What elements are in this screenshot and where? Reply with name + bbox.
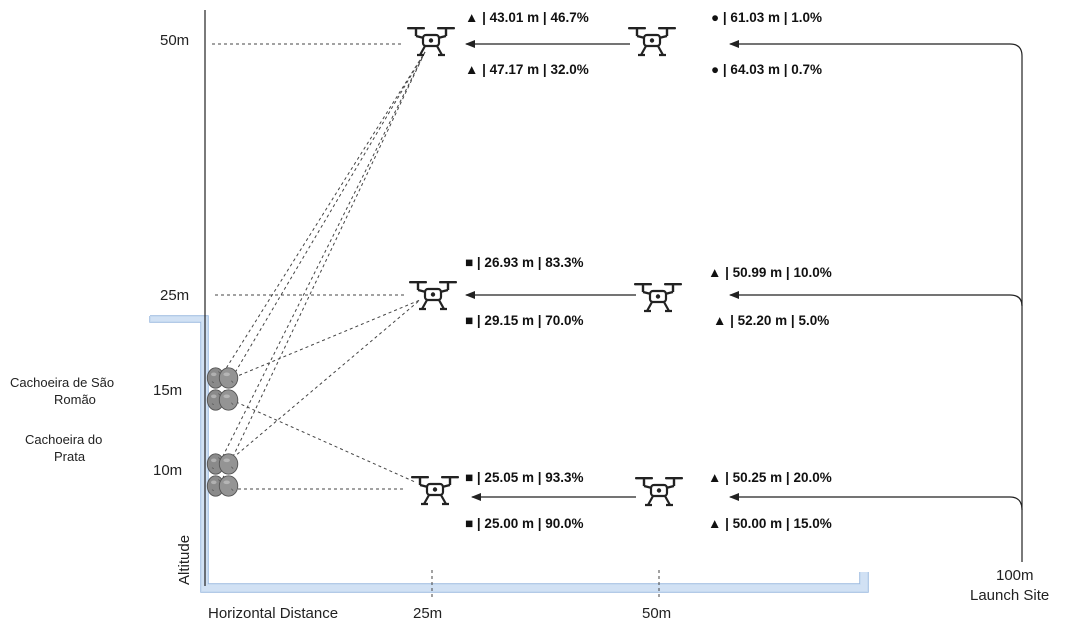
x-axis-label: Horizontal Distance <box>208 605 338 622</box>
sight-lines <box>219 51 426 485</box>
measure-25m-far-bottom: ▲ | 52.20 m | 5.0% <box>713 313 829 328</box>
altitude-tick-25m: 25m <box>160 287 189 304</box>
waterfall-prata-line1: Cachoeira do <box>25 432 102 447</box>
drone-icon <box>627 25 677 57</box>
drone-icon <box>408 279 458 311</box>
waterfall-prata-line2: Prata <box>54 449 86 464</box>
measure-50m-far-top: ● | 61.03 m | 1.0% <box>711 10 822 25</box>
ground-frame <box>149 315 869 593</box>
distance-tick-25m: 25m <box>413 605 442 622</box>
drone-icon <box>634 475 684 507</box>
rock-icon <box>206 453 239 475</box>
measure-25m-near-bottom: ■ | 29.15 m | 70.0% <box>465 313 584 328</box>
altitude-tick-50m: 50m <box>160 32 189 49</box>
waterfall-sao-romao-line2: Romão <box>54 392 96 407</box>
distance-guides <box>431 570 660 600</box>
launch-site-label: Launch Site <box>970 587 1049 604</box>
distance-tick-50m: 50m <box>642 605 671 622</box>
measure-50m-far-bottom: ● | 64.03 m | 0.7% <box>711 62 822 77</box>
drone-icon <box>410 474 460 506</box>
measure-10m-near-bottom: ■ | 25.00 m | 90.0% <box>465 516 584 531</box>
altitude-tick-10m: 10m <box>153 462 182 479</box>
altitude-guides <box>212 43 404 490</box>
drone-icon <box>633 281 683 313</box>
flight-paths <box>465 40 1023 562</box>
measure-50m-near-top: ▲ | 43.01 m | 46.7% <box>465 10 589 25</box>
rock-icon <box>206 389 239 411</box>
measure-10m-far-bottom: ▲ | 50.00 m | 15.0% <box>708 516 832 531</box>
distance-tick-100m: 100m <box>996 567 1034 584</box>
measure-50m-near-bottom: ▲ | 47.17 m | 32.0% <box>465 62 589 77</box>
rock-icon <box>206 475 239 497</box>
waterfall-sao-romao-line1: Cachoeira de São <box>10 375 114 390</box>
measure-25m-far-top: ▲ | 50.99 m | 10.0% <box>708 265 832 280</box>
measure-10m-near-top: ■ | 25.05 m | 93.3% <box>465 470 584 485</box>
y-axis-label: Altitude <box>176 535 193 585</box>
drone-icon <box>406 25 456 57</box>
measure-10m-far-top: ▲ | 50.25 m | 20.0% <box>708 470 832 485</box>
measure-25m-near-top: ■ | 26.93 m | 83.3% <box>465 255 584 270</box>
altitude-tick-15m: 15m <box>153 382 182 399</box>
rock-icon <box>206 367 239 389</box>
